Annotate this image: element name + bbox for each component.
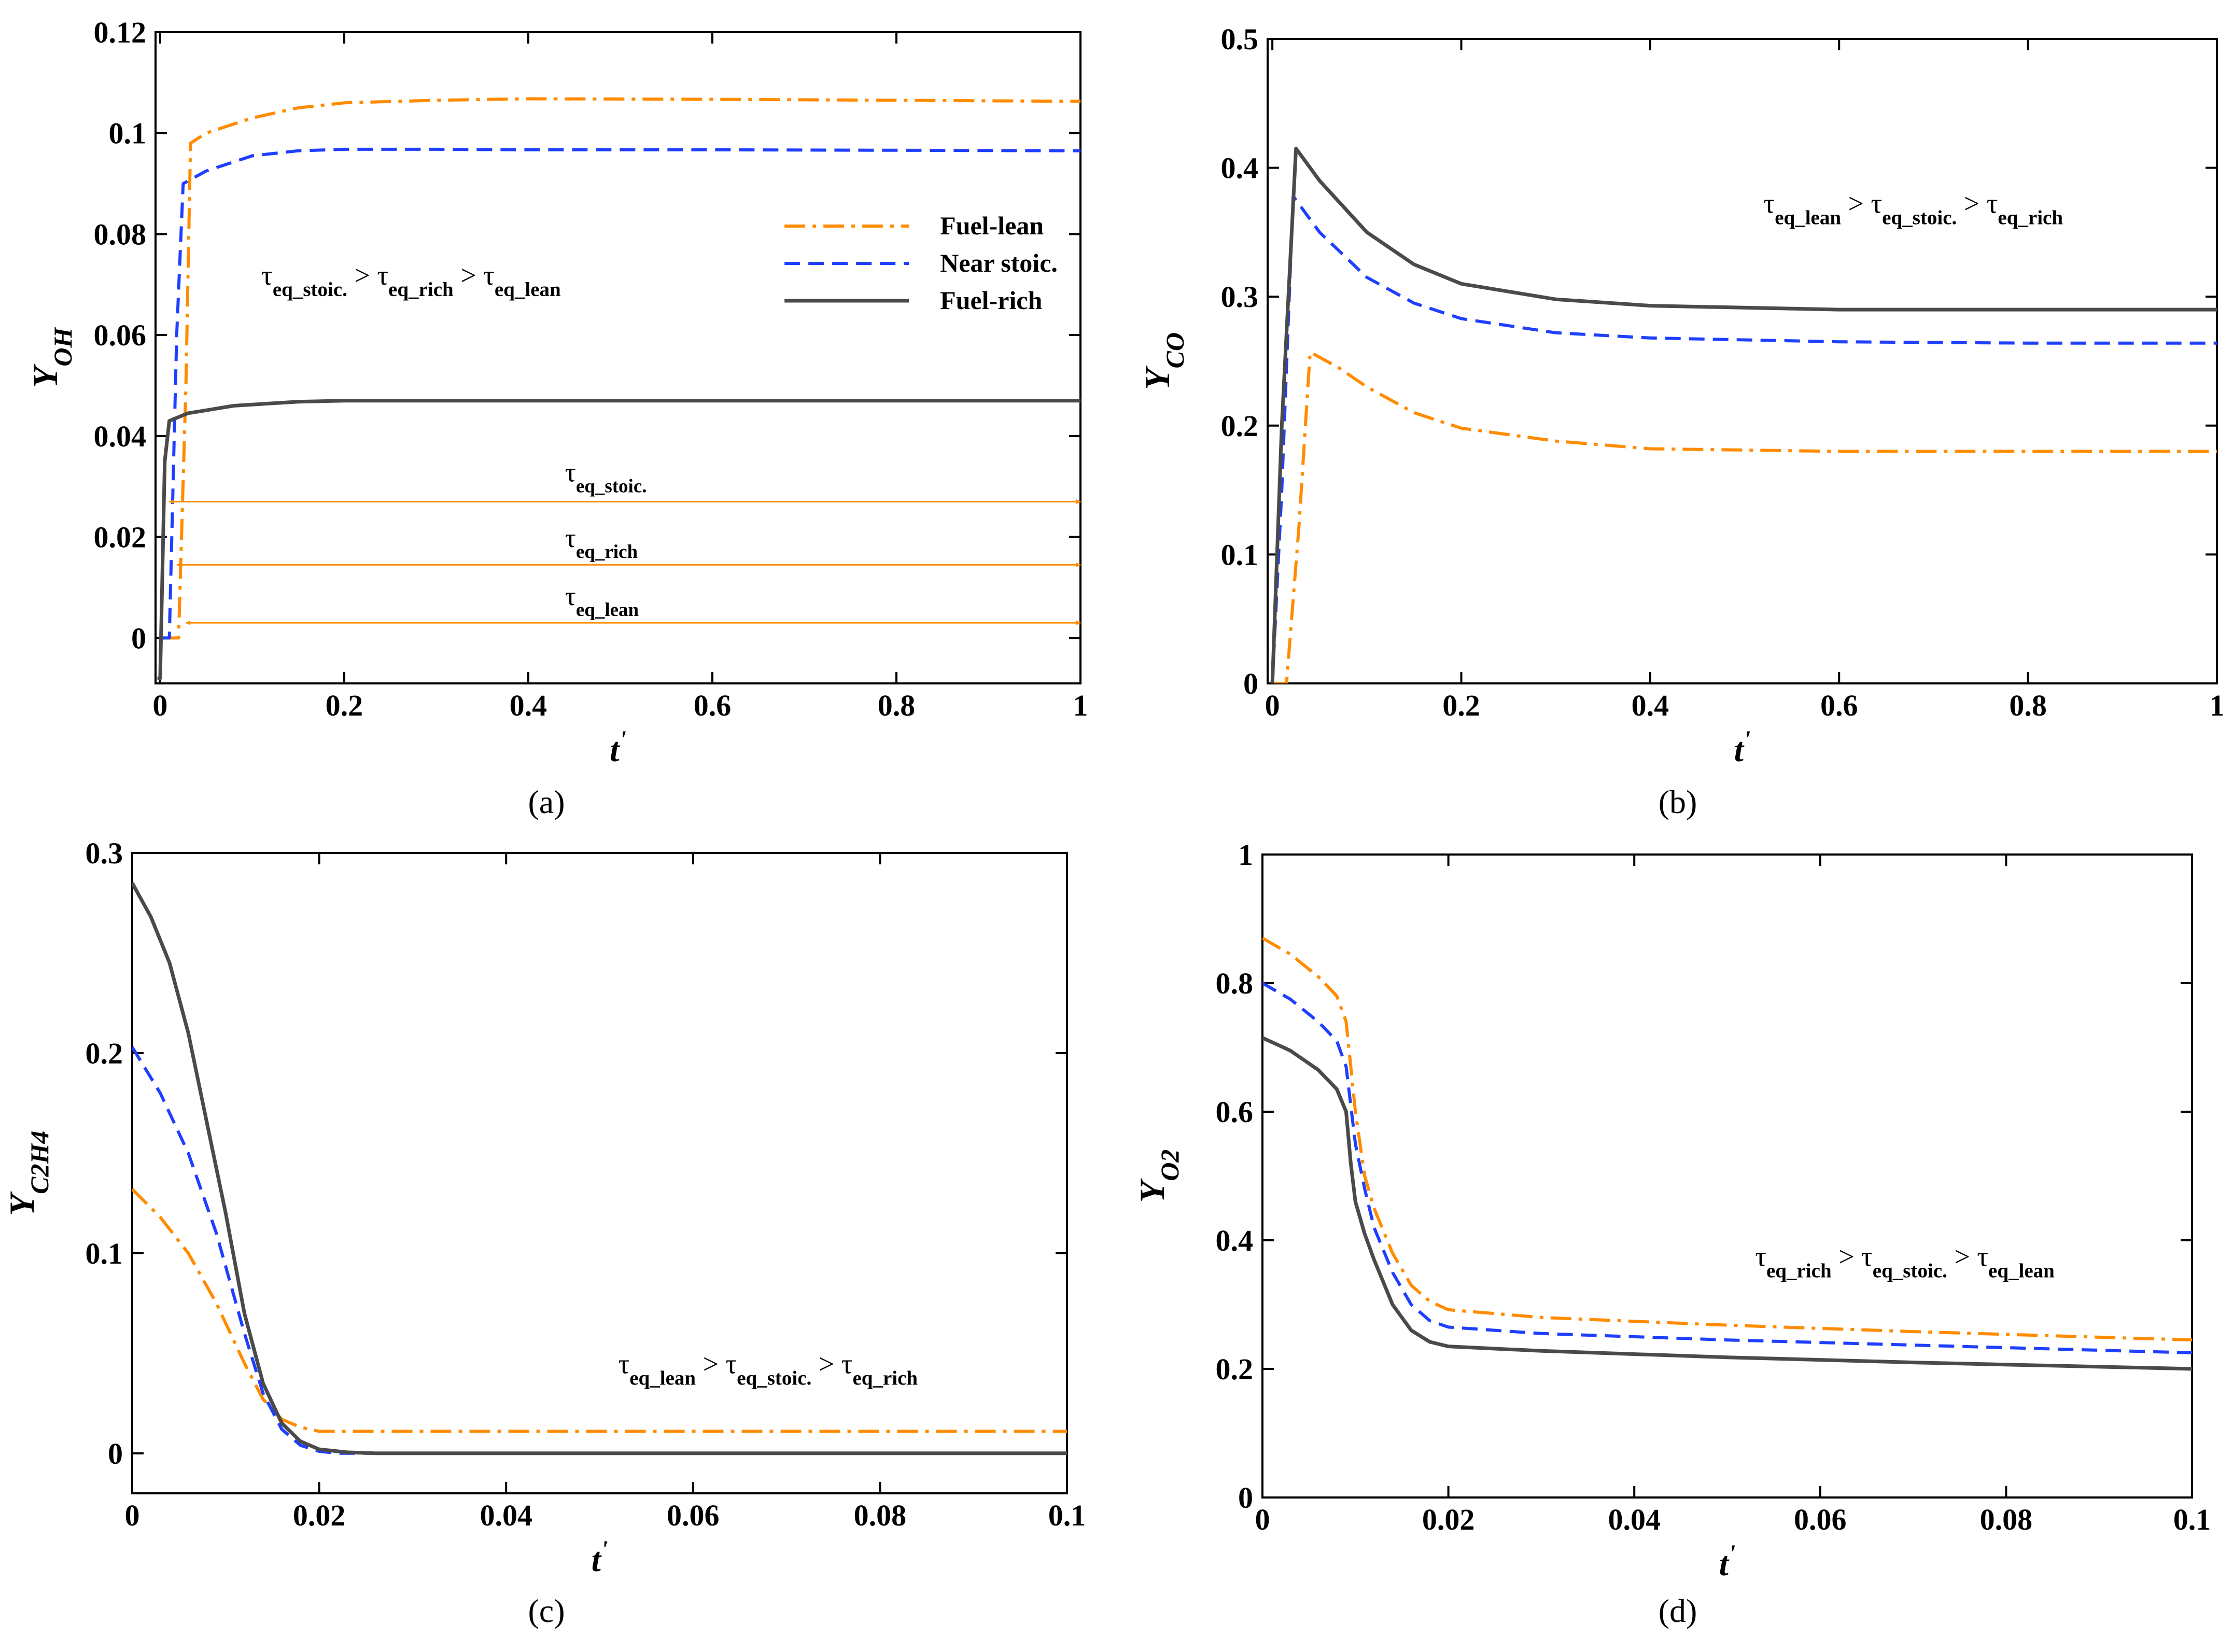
series-group [157, 97, 1080, 680]
y-tick-label: 0.02 [94, 521, 147, 554]
x-tick-label: 0.02 [293, 1499, 346, 1532]
x-tick-label: 0.08 [1980, 1503, 2033, 1536]
plot-frame [131, 852, 1068, 1494]
x-axis-label: t' [592, 1536, 608, 1579]
x-tick-label: 0.4 [510, 689, 547, 722]
panel-caption: (d) [1659, 1592, 1697, 1629]
series-line-rich [157, 399, 1080, 680]
series-line-lean [1262, 936, 2192, 1342]
x-axis-label: t' [1719, 1540, 1736, 1584]
y-tick-label: 0.5 [1221, 22, 1259, 56]
y-tick-label: 0 [131, 621, 146, 655]
x-tick-label: 0.1 [1048, 1499, 1086, 1532]
y-tick-label: 0.06 [94, 318, 147, 352]
x-tick-label: 0.2 [326, 689, 363, 722]
y-axis-label: YC2H4 [2, 1131, 54, 1216]
y-tick-label: 1 [1238, 838, 1253, 872]
y-tick-label: 0.2 [1221, 409, 1259, 443]
series-line-lean [160, 97, 1080, 640]
x-tick-label: 0 [1255, 1503, 1270, 1536]
x-tick-label: 0 [152, 689, 167, 722]
legend-label-rich: Fuel-rich [940, 286, 1042, 315]
y-tick-label: 0.4 [1216, 1224, 1254, 1257]
panel-a: 0 0.2 0.4 0.6 0.8 1 0 0.02 0.04 0.06 0.08 0.1 0.12 t'… [25, 16, 1088, 820]
span-arrow-label: τeq_rich [565, 524, 638, 563]
legend-label-lean: Fuel-lean [940, 211, 1044, 240]
panel-b: 0 0.2 0.4 0.6 0.8 1 0 0.1 0.2 0.3 0.4 0.5 t' YCO τeq_l… [1137, 22, 2225, 820]
y-tick-label: 0.1 [1221, 538, 1259, 571]
plot-frame [155, 31, 1082, 684]
inequality-annotation: τeq_stoic. > τeq_rich > τeq_lean [261, 260, 561, 301]
span-arrow-label: τeq_lean [565, 582, 639, 621]
x-tick-label: 0.6 [1820, 689, 1858, 722]
x-axis-label: t' [1734, 726, 1751, 769]
x-tick-label: 0.04 [1608, 1503, 1661, 1536]
series-line-rich [132, 882, 1067, 1455]
series-line-stoic [160, 147, 1080, 640]
y-tick-label: 0.12 [94, 16, 147, 49]
series-line-rich [1270, 146, 2217, 683]
x-tick-label: 0.8 [878, 689, 916, 722]
y-tick-label: 0 [1238, 1481, 1253, 1515]
panel-c: 0 0.02 0.04 0.06 0.08 0.1 0 0.1 0.2 0.3 t' YC2H4 τeq… [2, 836, 1086, 1629]
x-tick-label: 0.2 [1442, 689, 1480, 722]
series-line-stoic [132, 1046, 1067, 1455]
inequality-annotation: τeq_lean > τeq_stoic. > τeq_rich [1763, 188, 2063, 229]
x-tick-label: 0.06 [667, 1499, 720, 1532]
y-tick-label: 0.6 [1216, 1095, 1254, 1129]
y-tick-label: 0.8 [1216, 967, 1254, 1000]
legend-label-stoic: Near stoic. [940, 248, 1058, 277]
panel-caption: (a) [528, 783, 565, 820]
y-tick-label: 0.08 [94, 217, 147, 251]
span-arrow-label: τeq_stoic. [565, 458, 647, 497]
inequality-annotation: τeq_rich > τeq_stoic. > τeq_lean [1755, 1241, 2055, 1282]
x-tick-label: 0 [125, 1499, 140, 1532]
x-tick-label: 0.8 [2009, 689, 2047, 722]
plot-frame [1267, 38, 2218, 684]
x-tick-label: 0.06 [1794, 1503, 1847, 1536]
y-tick-label: 0.3 [86, 836, 123, 870]
x-axis-label: t' [610, 726, 626, 769]
plot-frame [1261, 853, 2193, 1499]
panel-d: 0 0.02 0.04 0.06 0.08 0.1 0 0.2 0.4 0.6 0.8 1 t' YO2 τ… [1132, 838, 2211, 1629]
x-tick-label: 0.02 [1422, 1503, 1475, 1536]
series-line-lean [1272, 351, 2217, 683]
y-tick-label: 0.1 [109, 117, 147, 150]
series-group [1270, 146, 2217, 683]
x-tick-label: 0 [1265, 689, 1280, 722]
y-tick-label: 0.1 [86, 1237, 123, 1270]
y-tick-label: 0.04 [94, 419, 147, 453]
series-group [132, 882, 1067, 1455]
y-tick-label: 0 [108, 1437, 123, 1471]
y-axis-label: YOH [25, 327, 77, 388]
y-tick-label: 0 [1243, 667, 1258, 701]
x-tick-label: 0.1 [2173, 1503, 2211, 1536]
x-tick-label: 0.4 [1632, 689, 1669, 722]
y-tick-label: 0.2 [86, 1037, 123, 1070]
y-tick-label: 0.4 [1221, 151, 1259, 185]
y-tick-label: 0.2 [1216, 1352, 1254, 1386]
y-axis-label: YCO [1137, 332, 1189, 390]
panel-caption: (b) [1659, 783, 1697, 820]
x-tick-label: 1 [1073, 689, 1088, 722]
x-tick-label: 0.04 [480, 1499, 532, 1532]
x-tick-label: 0.08 [854, 1499, 907, 1532]
panel-caption: (c) [528, 1592, 565, 1629]
series-group [1262, 936, 2192, 1371]
inequality-annotation: τeq_lean > τeq_stoic. > τeq_rich [619, 1348, 918, 1389]
series-line-stoic [1262, 982, 2192, 1354]
y-axis-label: YO2 [1132, 1150, 1184, 1203]
y-tick-label: 0.3 [1221, 280, 1259, 314]
x-tick-label: 0.6 [694, 689, 732, 722]
x-tick-label: 1 [2210, 689, 2225, 722]
series-line-rich [1262, 1036, 2192, 1371]
